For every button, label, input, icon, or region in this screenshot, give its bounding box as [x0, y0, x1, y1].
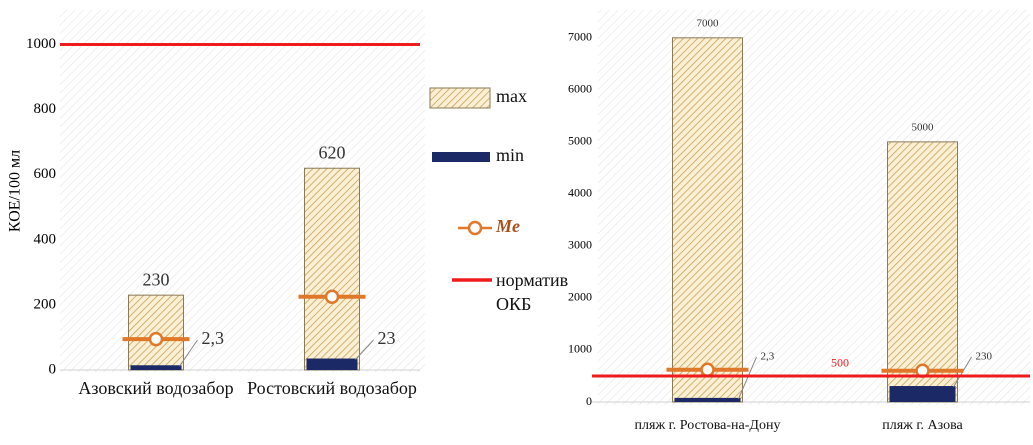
- x-tick-label: Ростовский водозабор: [247, 378, 417, 398]
- y-tick-label: 7000: [568, 30, 592, 44]
- bar: [672, 37, 743, 403]
- bar: [304, 167, 360, 371]
- y-tick-label: 6000: [568, 82, 592, 96]
- bar: [889, 386, 956, 402]
- value-label: 230: [976, 351, 993, 363]
- y-tick-label: 1000: [568, 342, 592, 356]
- value-label: 23: [378, 328, 396, 348]
- norm-label: 500: [831, 356, 849, 370]
- value-label: 7000: [697, 17, 720, 29]
- value-label: 2,3: [202, 328, 225, 348]
- leader-line: [738, 356, 757, 400]
- leader-line: [355, 339, 374, 360]
- legend-label: Me: [495, 216, 520, 236]
- median-marker: [122, 331, 190, 347]
- y-tick-label: 5000: [568, 134, 592, 148]
- median-dot: [700, 362, 715, 377]
- median-marker: [298, 289, 366, 305]
- value-label: 620: [319, 142, 346, 162]
- y-tick-label: 0: [586, 394, 592, 408]
- bar: [887, 141, 958, 403]
- x-tick-label: пляж г. Ростова-на-Дону: [634, 418, 781, 433]
- y-axis-label: КОЕ/100 мл: [7, 150, 24, 232]
- value-label: 230: [143, 269, 170, 289]
- bar: [674, 397, 741, 402]
- y-tick-label: 3000: [568, 238, 592, 252]
- leader-line: [179, 339, 198, 367]
- x-tick-label: Азовский водозабор: [78, 378, 234, 398]
- legend-label: норматив ОКБ: [496, 270, 569, 314]
- bar: [306, 358, 358, 370]
- bar: [130, 365, 182, 370]
- x-tick-label: пляж г. Азова: [882, 418, 963, 433]
- median-dot: [148, 331, 164, 347]
- y-tick-label: 400: [34, 231, 57, 247]
- plot-background: [60, 10, 425, 372]
- legend-swatch: [429, 87, 491, 109]
- y-tick-label: 800: [34, 101, 57, 117]
- y-tick-label: 600: [34, 166, 57, 182]
- value-label: 2,3: [761, 351, 775, 363]
- y-tick-label: 1000: [26, 36, 56, 52]
- y-tick-label: 0: [49, 361, 57, 377]
- median-dot: [324, 289, 340, 305]
- legend-label: max: [496, 86, 527, 106]
- plot-background: [598, 10, 1030, 405]
- median-marker: [666, 362, 749, 377]
- legend-swatch: [467, 220, 483, 236]
- y-tick-label: 2000: [568, 290, 592, 304]
- y-tick-label: 4000: [568, 186, 592, 200]
- legend-swatch: [432, 152, 490, 162]
- value-label: 5000: [912, 121, 935, 133]
- legend-label: min: [496, 145, 524, 165]
- y-tick-label: 200: [34, 296, 57, 312]
